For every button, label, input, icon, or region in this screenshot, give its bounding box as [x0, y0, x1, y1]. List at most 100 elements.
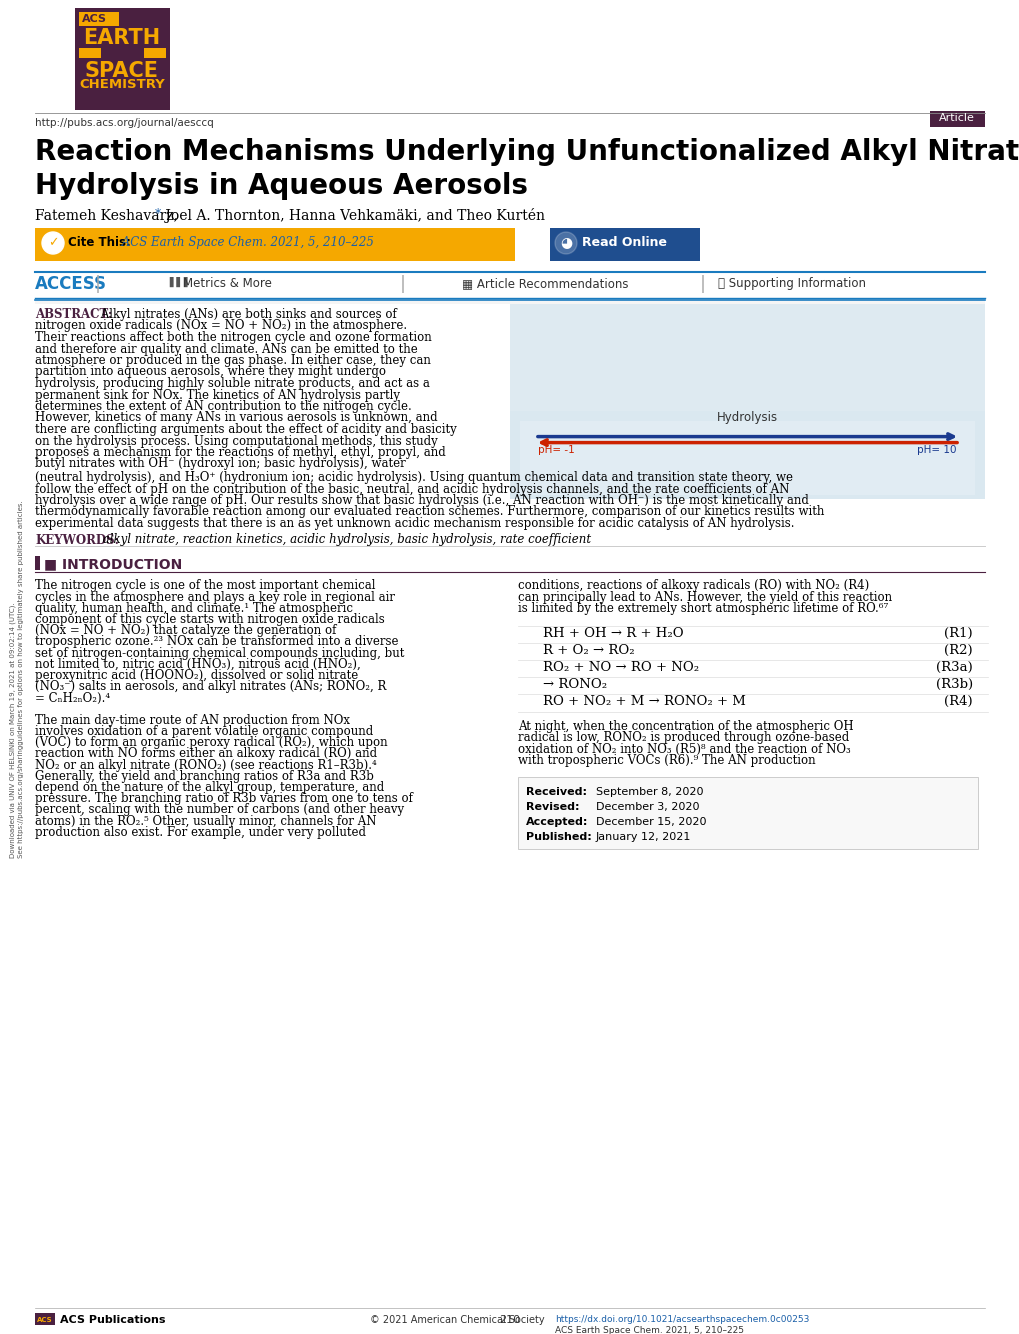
Text: Received:: Received:: [526, 787, 586, 796]
Text: conditions, reactions of alkoxy radicals (RO) with NO₂ (R4): conditions, reactions of alkoxy radicals…: [518, 579, 868, 592]
Text: alkyl nitrate, reaction kinetics, acidic hydrolysis, basic hydrolysis, rate coef: alkyl nitrate, reaction kinetics, acidic…: [99, 534, 591, 547]
Text: pH= -1: pH= -1: [537, 444, 574, 455]
Text: with tropospheric VOCs (R6).⁹ The AN production: with tropospheric VOCs (R6).⁹ The AN pro…: [518, 754, 815, 767]
Text: https://dx.doi.org/10.1021/acsearthspacechem.0c00253: https://dx.doi.org/10.1021/acsearthspace…: [554, 1315, 809, 1325]
Bar: [520, 422, 974, 495]
Text: there are conflicting arguments about the effect of acidity and basicity: there are conflicting arguments about th…: [35, 423, 457, 436]
Bar: [35, 1313, 55, 1325]
Text: The main day-time route of AN production from NOx: The main day-time route of AN production…: [35, 714, 350, 727]
Bar: [510, 411, 984, 499]
Text: ▐▐▐: ▐▐▐: [165, 277, 187, 287]
Text: http://pubs.acs.org/journal/aesccq: http://pubs.acs.org/journal/aesccq: [35, 117, 214, 128]
Text: reaction with NO forms either an alkoxy radical (RO) and: reaction with NO forms either an alkoxy …: [35, 747, 377, 760]
Bar: [75, 8, 170, 109]
Bar: [144, 48, 166, 57]
Text: (VOC) to form an organic peroxy radical (RO₂), which upon: (VOC) to form an organic peroxy radical …: [35, 736, 387, 750]
Text: Joel A. Thornton, Hanna Vehkamäki, and Theo Kurtén: Joel A. Thornton, Hanna Vehkamäki, and T…: [161, 208, 544, 223]
Text: percent, scaling with the number of carbons (and other heavy: percent, scaling with the number of carb…: [35, 803, 404, 816]
Text: © 2021 American Chemical Society: © 2021 American Chemical Society: [370, 1315, 544, 1325]
Text: Cite This:: Cite This:: [68, 236, 130, 249]
Text: follow the effect of pH on the contribution of the basic, neutral, and acidic hy: follow the effect of pH on the contribut…: [35, 483, 789, 495]
Text: → RONO₂: → RONO₂: [542, 678, 606, 691]
Text: determines the extent of AN contribution to the nitrogen cycle.: determines the extent of AN contribution…: [35, 400, 412, 414]
Text: depend on the nature of the alkyl group, temperature, and: depend on the nature of the alkyl group,…: [35, 782, 384, 794]
Text: Reaction Mechanisms Underlying Unfunctionalized Alkyl Nitrate
Hydrolysis in Aque: Reaction Mechanisms Underlying Unfunctio…: [35, 137, 1019, 200]
Text: SPACE: SPACE: [85, 61, 159, 81]
Text: involves oxidation of a parent volatile organic compound: involves oxidation of a parent volatile …: [35, 726, 373, 738]
Text: component of this cycle starts with nitrogen oxide radicals: component of this cycle starts with nitr…: [35, 614, 384, 626]
Text: ■ INTRODUCTION: ■ INTRODUCTION: [44, 558, 182, 571]
Text: RO₂ + NO → RO + NO₂: RO₂ + NO → RO + NO₂: [542, 662, 698, 674]
Text: nitrogen oxide radicals (NOx = NO + NO₂) in the atmosphere.: nitrogen oxide radicals (NOx = NO + NO₂)…: [35, 320, 407, 332]
Text: Ⓢ Supporting Information: Ⓢ Supporting Information: [717, 277, 865, 289]
Text: hydrolysis over a wide range of pH. Our results show that basic hydrolysis (i.e.: hydrolysis over a wide range of pH. Our …: [35, 494, 808, 507]
Bar: [78, 48, 101, 57]
Text: KEYWORDS:: KEYWORDS:: [35, 534, 119, 547]
Text: proposes a mechanism for the reactions of methyl, ethyl, propyl, and: proposes a mechanism for the reactions o…: [35, 446, 445, 459]
Text: quality, human health, and climate.¹ The atmospheric: quality, human health, and climate.¹ The…: [35, 602, 353, 615]
Text: 210: 210: [499, 1315, 520, 1325]
Text: NO₂ or an alkyl nitrate (RONO₂) (see reactions R1–R3b).⁴: NO₂ or an alkyl nitrate (RONO₂) (see rea…: [35, 759, 376, 771]
Text: (R1): (R1): [944, 627, 972, 640]
Text: Generally, the yield and branching ratios of R3a and R3b: Generally, the yield and branching ratio…: [35, 770, 374, 783]
Text: Accepted:: Accepted:: [526, 816, 588, 827]
Bar: [867, 782, 969, 844]
Text: Revised:: Revised:: [526, 802, 579, 812]
Text: atmosphere or produced in the gas phase. In either case, they can: atmosphere or produced in the gas phase.…: [35, 354, 430, 367]
Bar: [35, 1313, 55, 1325]
Text: oxidation of NO₂ into NO₃ (R5)⁸ and the reaction of NO₃: oxidation of NO₂ into NO₃ (R5)⁸ and the …: [518, 743, 850, 755]
Text: January 12, 2021: January 12, 2021: [595, 832, 691, 842]
Text: and therefore air quality and climate. ANs can be emitted to the: and therefore air quality and climate. A…: [35, 343, 418, 355]
Text: AND: AND: [109, 49, 135, 59]
Text: Downloaded via UNIV OF HELSINKI on March 19, 2021 at 09:02:14 (UTC).
See https:/: Downloaded via UNIV OF HELSINKI on March…: [10, 500, 24, 858]
Text: set of nitrogen-containing chemical compounds including, but: set of nitrogen-containing chemical comp…: [35, 647, 404, 660]
Text: RH + OH → R + H₂O: RH + OH → R + H₂O: [542, 627, 683, 640]
Text: pH= 10: pH= 10: [917, 444, 956, 455]
Text: The nitrogen cycle is one of the most important chemical: The nitrogen cycle is one of the most im…: [35, 579, 375, 592]
Text: ✓: ✓: [48, 236, 58, 249]
Text: atoms) in the RO₂.⁵ Other, usually minor, channels for AN: atoms) in the RO₂.⁵ Other, usually minor…: [35, 815, 376, 827]
Bar: [35, 228, 515, 257]
Text: ▦ Article Recommendations: ▦ Article Recommendations: [462, 277, 628, 289]
Text: (R3b): (R3b): [935, 678, 972, 691]
Text: (R3a): (R3a): [935, 662, 972, 674]
Text: Hydrolysis: Hydrolysis: [715, 411, 776, 424]
Text: ACS Earth Space Chem. 2021, 5, 210–225: ACS Earth Space Chem. 2021, 5, 210–225: [118, 236, 374, 249]
Text: experimental data suggests that there is an as yet unknown acidic mechanism resp: experimental data suggests that there is…: [35, 518, 794, 530]
Circle shape: [42, 232, 64, 253]
Text: CHEMISTRY: CHEMISTRY: [79, 77, 165, 91]
Text: |: |: [399, 275, 406, 293]
Text: permanent sink for NOx. The kinetics of AN hydrolysis partly: permanent sink for NOx. The kinetics of …: [35, 388, 399, 402]
Text: not limited to, nitric acid (HNO₃), nitrous acid (HNO₂),: not limited to, nitric acid (HNO₃), nitr…: [35, 658, 361, 671]
Text: ACS Earth Space Chem. 2021, 5, 210–225: ACS Earth Space Chem. 2021, 5, 210–225: [554, 1326, 743, 1334]
Bar: [35, 555, 40, 570]
Text: Published:: Published:: [526, 832, 591, 842]
Text: can principally lead to ANs. However, the yield of this reaction: can principally lead to ANs. However, th…: [518, 591, 892, 604]
Bar: [35, 257, 515, 261]
Text: (neutral hydrolysis), and H₃O⁺ (hydronium ion; acidic hydrolysis). Using quantum: (neutral hydrolysis), and H₃O⁺ (hydroniu…: [35, 471, 792, 484]
Bar: [518, 776, 977, 848]
Text: radical is low, RONO₂ is produced through ozone-based: radical is low, RONO₂ is produced throug…: [518, 731, 849, 744]
Text: *: *: [155, 208, 161, 221]
Text: RO + NO₂ + M → RONO₂ + M: RO + NO₂ + M → RONO₂ + M: [542, 695, 745, 708]
Text: ACS Publications: ACS Publications: [60, 1315, 165, 1325]
Text: (NOx = NO + NO₂) that catalyze the generation of: (NOx = NO + NO₂) that catalyze the gener…: [35, 624, 336, 638]
Text: December 15, 2020: December 15, 2020: [595, 816, 706, 827]
Text: cycles in the atmosphere and plays a key role in regional air: cycles in the atmosphere and plays a key…: [35, 591, 394, 604]
Text: |: |: [95, 275, 101, 293]
Text: (R4): (R4): [944, 695, 972, 708]
Text: (R2): (R2): [944, 644, 972, 658]
Text: |: |: [699, 275, 705, 293]
Bar: [929, 111, 984, 127]
Text: ACS: ACS: [37, 1317, 53, 1323]
Bar: [35, 300, 984, 304]
Text: Metrics & More: Metrics & More: [182, 277, 272, 289]
Bar: [549, 257, 699, 261]
Bar: [78, 12, 119, 25]
Text: Article: Article: [938, 113, 974, 123]
Circle shape: [554, 232, 577, 253]
Text: ABSTRACT:: ABSTRACT:: [35, 308, 112, 321]
Text: partition into aqueous aerosols, where they might undergo: partition into aqueous aerosols, where t…: [35, 366, 385, 379]
Text: ◕: ◕: [559, 236, 572, 249]
Text: Alkyl nitrates (ANs) are both sinks and sources of: Alkyl nitrates (ANs) are both sinks and …: [97, 308, 396, 321]
